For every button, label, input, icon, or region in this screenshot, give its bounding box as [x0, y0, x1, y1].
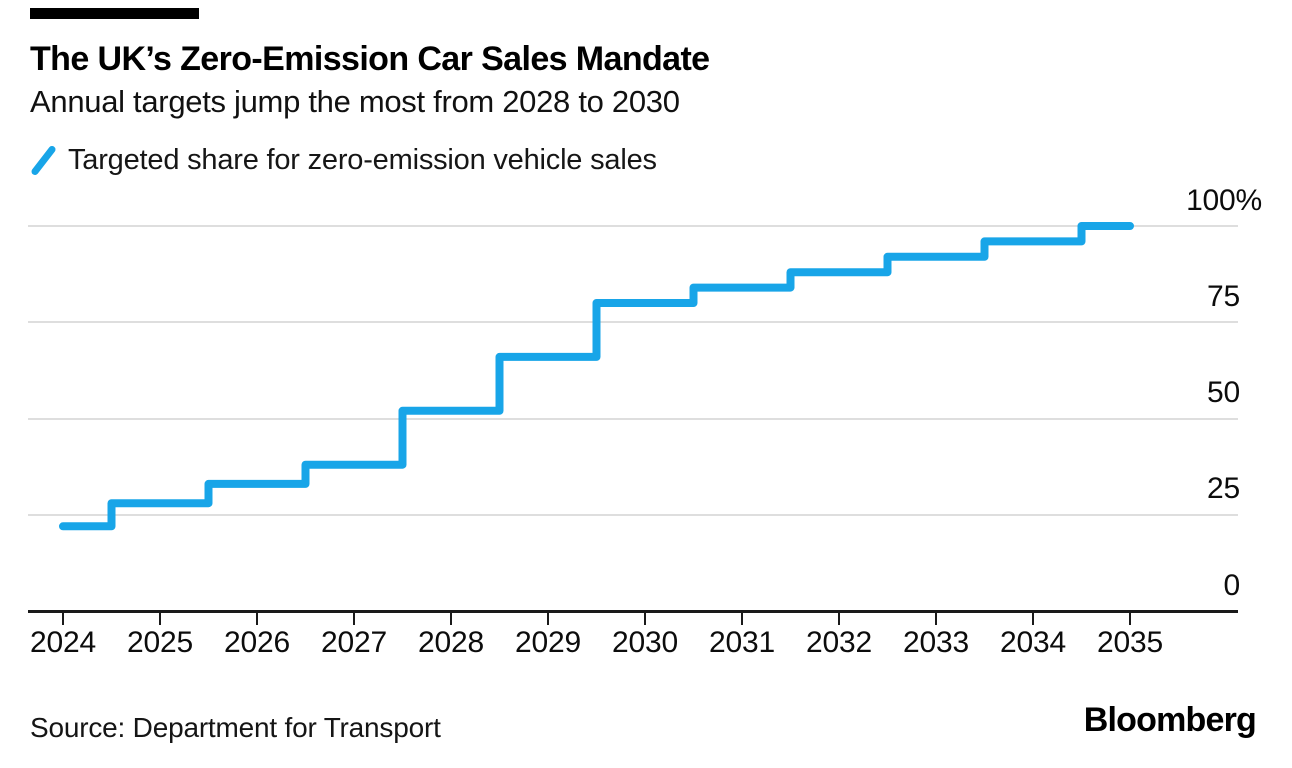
axis-tick-2027: [353, 613, 355, 625]
chart-subtitle: Annual targets jump the most from 2028 t…: [30, 84, 680, 119]
axis-tick-2033: [935, 613, 937, 625]
axis-tick-2029: [547, 613, 549, 625]
x-axis-label-2028: 2028: [418, 626, 484, 659]
x-axis-label-2035: 2035: [1097, 626, 1163, 659]
x-axis-label-2027: 2027: [321, 626, 387, 659]
x-axis-label-2025: 2025: [127, 626, 193, 659]
axis-tick-2034: [1032, 613, 1034, 625]
axis-tick-2035: [1129, 613, 1131, 625]
source-note: Source: Department for Transport: [30, 712, 441, 743]
axis-tick-2024: [62, 613, 64, 625]
x-axis-label-2026: 2026: [224, 626, 290, 659]
y-axis-label-75: 75: [1207, 280, 1240, 313]
x-axis-label-2024: 2024: [30, 626, 96, 659]
y-axis-label-0: 0: [1223, 569, 1241, 602]
y-axis-label-25: 25: [1207, 472, 1240, 505]
topper-bar: [30, 8, 199, 19]
y-axis-label-50: 50: [1207, 376, 1240, 409]
gridline-50: [28, 418, 1238, 420]
axis-tick-2032: [838, 613, 840, 625]
axis-tick-2028: [450, 613, 452, 625]
gridline-25: [28, 514, 1238, 516]
gridline-100: [28, 225, 1238, 227]
bloomberg-logo: Bloomberg: [1083, 701, 1257, 739]
x-axis-label-2030: 2030: [612, 626, 678, 659]
gridline-75: [28, 321, 1238, 323]
y-axis-label-100: 100%: [1186, 184, 1262, 217]
legend-label: Targeted share for zero-emission vehicle…: [68, 144, 657, 176]
x-axis-label-2029: 2029: [515, 626, 581, 659]
x-axis-label-2031: 2031: [709, 626, 775, 659]
x-axis-label-2033: 2033: [903, 626, 969, 659]
axis-tick-2026: [256, 613, 258, 625]
legend: Targeted share for zero-emission vehicle…: [30, 144, 657, 177]
chart-title: The UK’s Zero-Emission Car Sales Mandate: [30, 40, 710, 78]
legend-line-icon: [30, 144, 57, 177]
series-path-zev-target: [59, 222, 1134, 531]
axis-tick-2031: [741, 613, 743, 625]
x-axis-line: [28, 610, 1238, 613]
x-axis-label-2034: 2034: [1000, 626, 1066, 659]
x-axis-label-2032: 2032: [806, 626, 872, 659]
axis-tick-2025: [159, 613, 161, 625]
axis-tick-2030: [644, 613, 646, 625]
